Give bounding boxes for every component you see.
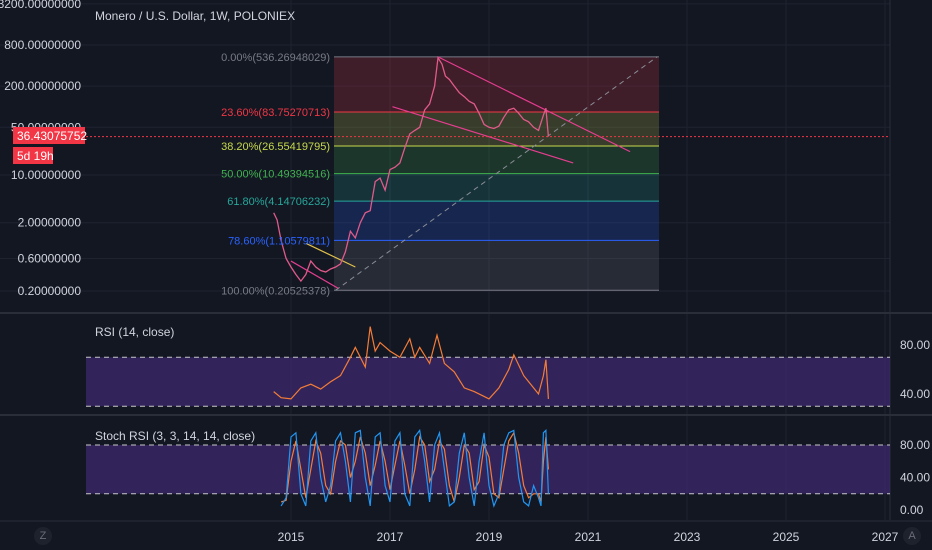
fib-level-label: 38.20%(26.55419795) [221, 141, 330, 153]
time-axis-tick: 2025 [773, 530, 800, 544]
rsi-axis-tick: 40.00 [900, 387, 930, 401]
stoch-pane[interactable] [86, 428, 890, 508]
stoch-d-series [280, 431, 549, 503]
countdown-badge-value: 5d 19h [17, 149, 54, 163]
time-axis-tick: 2015 [278, 530, 305, 544]
time-axis-tick: 2023 [674, 530, 701, 544]
price-badge-bg [13, 127, 85, 144]
countdown-badge-bg [13, 147, 53, 164]
price-badge: 36.43075752 5d 19h [13, 127, 87, 164]
diagonal-trendline[interactable] [335, 56, 658, 291]
price-axis-tick: 800.00000000 [4, 38, 81, 52]
fib-zone [334, 56, 659, 112]
fib-zone [334, 201, 659, 241]
stoch-axis-tick: 80.00 [900, 438, 930, 452]
rsi-axis-tick: 80.00 [900, 338, 930, 352]
rsi-series [273, 326, 549, 400]
chart-title: Monero / U.S. Dollar, 1W, POLONIEX [95, 9, 295, 23]
stoch-axis-tick: 40.00 [900, 471, 930, 485]
price-axis-tick: 0.20000000 [18, 284, 82, 298]
time-axis-tick: 2021 [575, 530, 602, 544]
price-axis-tick: 3200.00000000 [0, 0, 81, 11]
fib-level-label: 61.80%(4.14706232) [227, 196, 330, 208]
fib-level-label: 23.60%(83.75270713) [221, 107, 330, 119]
price-series [273, 55, 550, 283]
fib-retracement[interactable] [334, 56, 659, 291]
stoch-axis-tick: 0.00 [900, 503, 924, 517]
price-pane[interactable]: 0.00%(536.26948029) 23.60%(83.75270713) 38… [86, 52, 932, 297]
time-axis-tick: 2017 [377, 530, 404, 544]
fib-zone [334, 173, 659, 202]
fib-zone [334, 111, 659, 147]
fib-zone [334, 240, 659, 291]
rsi-title: RSI (14, close) [95, 325, 174, 339]
chart-grid [0, 0, 890, 520]
wedge-upper-line[interactable] [305, 242, 356, 268]
fib-level-label: 78.60%(1.10579811) [228, 235, 330, 247]
rsi-axis[interactable]: 80.00 40.00 [900, 338, 930, 401]
price-axis[interactable]: 3200.00000000800.00000000200.0000000050.… [0, 0, 81, 298]
stoch-title: Stoch RSI (3, 3, 14, 14, close) [95, 429, 255, 443]
stoch-axis[interactable]: 80.00 40.00 0.00 [900, 438, 930, 517]
stoch-k-series [280, 428, 549, 508]
price-badge-value: 36.43075752 [17, 129, 87, 143]
price-axis-tick: 0.60000000 [18, 251, 82, 265]
fib-labels: 0.00%(536.26948029) 23.60%(83.75270713) 38… [221, 52, 330, 297]
price-axis-tick: 2.00000000 [18, 216, 82, 230]
price-axis-tick: 200.00000000 [4, 79, 81, 93]
wedge-lower-line[interactable] [290, 260, 339, 289]
fib-zone [334, 146, 659, 174]
fib-level-label: 50.00%(10.49394516) [221, 169, 330, 181]
upper-trendline[interactable] [437, 56, 631, 153]
time-axis-tick: 2019 [476, 530, 503, 544]
time-axis[interactable]: 2015 2017 2019 2021 2023 2025 2027 [278, 530, 899, 544]
price-axis-tick: 10.00000000 [11, 168, 81, 182]
zoom-reset-icon[interactable]: Z [34, 527, 52, 545]
fib-level-label: 0.00%(536.26948029) [221, 52, 330, 64]
time-axis-tick: 2027 [872, 530, 899, 544]
fib-level-label: 100.00%(0.20525378) [221, 285, 330, 297]
auto-scale-icon[interactable]: A [903, 527, 921, 545]
rsi-pane[interactable] [86, 326, 890, 407]
